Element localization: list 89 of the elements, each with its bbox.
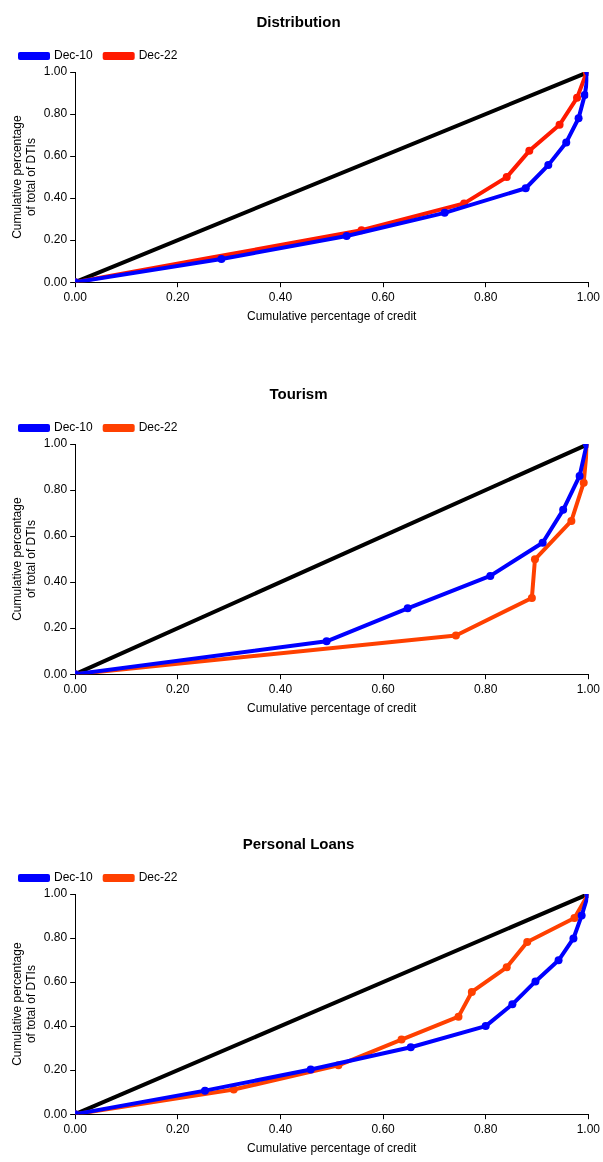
y-axis-title: Cumulative percentage of total of DTIs: [9, 497, 38, 621]
legend-label: Dec-22: [138, 870, 178, 885]
x-tick-label: 1.00: [576, 289, 601, 304]
y-tick-label: 0.60: [43, 528, 68, 543]
y-tick-label: 0.20: [43, 1062, 68, 1077]
x-tick-label: 0.40: [268, 681, 293, 696]
legend-label: Dec-10: [54, 420, 94, 435]
chart-title: Personal Loans: [242, 835, 355, 853]
x-tick-label: 0.60: [371, 1121, 396, 1136]
legend-label: Dec-10: [54, 48, 94, 63]
x-axis-title: Cumulative percentage of credit: [247, 701, 418, 716]
y-tick-label: 0.40: [43, 190, 68, 205]
y-tick-label: 0.80: [43, 482, 68, 497]
point: [502, 173, 511, 182]
x-tick-label: 0.60: [371, 289, 396, 304]
y-tick-label: 0.00: [43, 274, 68, 289]
point: [570, 914, 579, 922]
point: [342, 231, 351, 240]
x-tick-label: 0.20: [166, 681, 190, 696]
point: [555, 120, 564, 129]
x-tick-label: 0.00: [63, 1121, 88, 1136]
y-tick-label: 0.00: [43, 666, 68, 681]
x-tick-label: 0.00: [63, 289, 88, 304]
point: [579, 478, 588, 487]
x-tick-label: 0.00: [63, 681, 88, 696]
point: [467, 987, 476, 996]
y-tick-label: 0.60: [43, 974, 68, 989]
point: [527, 594, 536, 602]
x-tick-label: 1.00: [576, 1121, 601, 1136]
y-tick-label: 0.40: [43, 574, 68, 589]
point: [530, 555, 539, 564]
x-tick-label: 0.80: [474, 289, 498, 304]
x-tick-label: 0.40: [268, 289, 293, 304]
point: [403, 604, 412, 613]
point: [562, 138, 571, 147]
y-tick-label: 1.00: [43, 64, 68, 79]
x-tick-label: 0.60: [371, 681, 396, 696]
chart-title: Distribution: [256, 13, 341, 31]
point: [544, 161, 553, 170]
y-tick-label: 0.60: [43, 148, 68, 163]
point: [502, 963, 511, 972]
point: [523, 938, 532, 946]
point: [525, 146, 534, 155]
point: [217, 255, 226, 264]
y-tick-label: 1.00: [43, 436, 68, 451]
y-tick-label: 0.40: [43, 1018, 68, 1033]
y-axis-title: Cumulative percentage of total of DTIs: [9, 115, 38, 239]
point: [440, 208, 449, 217]
point: [397, 1035, 406, 1044]
point: [521, 184, 530, 193]
point: [567, 516, 576, 525]
x-tick-label: 0.20: [166, 1121, 190, 1136]
y-axis-title: Cumulative percentage of total of DTIs: [9, 942, 38, 1066]
point: [406, 1043, 415, 1052]
x-tick-label: 0.20: [166, 289, 190, 304]
point: [573, 93, 582, 102]
point: [322, 637, 331, 646]
point: [574, 114, 583, 123]
point: [306, 1065, 315, 1074]
point: [559, 505, 568, 514]
point: [508, 1000, 517, 1009]
chart-title: Tourism: [269, 385, 328, 403]
legend-label: Dec-10: [54, 870, 94, 885]
point: [577, 911, 586, 920]
point: [538, 538, 547, 547]
point: [575, 472, 584, 480]
x-tick-label: 0.80: [474, 1121, 498, 1136]
x-tick-label: 0.80: [474, 681, 498, 696]
y-tick-label: 0.00: [43, 1106, 68, 1121]
point: [580, 91, 589, 100]
point: [531, 977, 540, 986]
legend-label: Dec-22: [138, 48, 178, 63]
point: [486, 571, 495, 580]
point: [569, 934, 578, 943]
point: [200, 1086, 209, 1095]
legend-label: Dec-22: [138, 420, 178, 435]
point: [554, 956, 563, 965]
point: [481, 1022, 490, 1031]
y-tick-label: 0.20: [43, 232, 68, 247]
y-tick-label: 1.00: [43, 886, 68, 901]
x-axis-title: Cumulative percentage of credit: [247, 1141, 418, 1156]
point: [451, 631, 460, 640]
x-axis-title: Cumulative percentage of credit: [247, 309, 418, 324]
x-tick-label: 0.40: [268, 1121, 293, 1136]
y-tick-label: 0.80: [43, 930, 68, 945]
y-tick-label: 0.80: [43, 106, 68, 121]
x-tick-label: 1.00: [576, 681, 601, 696]
point: [454, 1012, 463, 1021]
y-tick-label: 0.20: [43, 620, 68, 635]
